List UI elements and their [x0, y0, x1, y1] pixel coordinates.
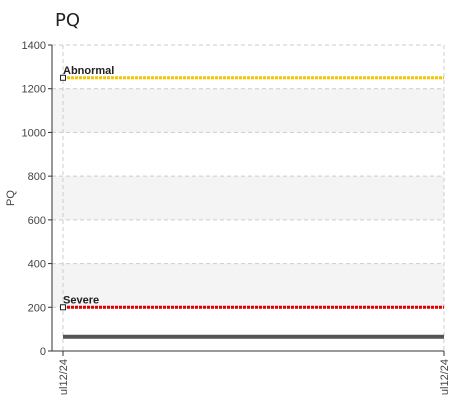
y-axis-title: PQ: [5, 190, 17, 206]
severe-label: Severe: [63, 294, 99, 306]
reference-lines: Abnormal Severe: [60, 65, 444, 311]
y-tick-label-0: 0: [40, 346, 46, 358]
y-tick-labels: 0 200 400 600 800 1000 1200 1400: [22, 40, 46, 358]
severe-marker: [60, 304, 66, 311]
abnormal-label: Abnormal: [63, 65, 114, 77]
abnormal-marker: [60, 74, 66, 81]
band-1: [52, 176, 444, 220]
y-tick-label-200: 200: [28, 302, 46, 314]
y-tick-label-600: 600: [28, 215, 46, 227]
y-tick-label-400: 400: [28, 259, 46, 271]
x-tick-label-0: ul12/24: [58, 359, 70, 395]
y-tick-label-800: 800: [28, 171, 46, 183]
chart-title: PQ: [55, 10, 81, 31]
band-0: [52, 263, 444, 308]
y-tick-label-1200: 1200: [22, 84, 46, 96]
background-bands: [52, 88, 444, 308]
y-tick-label-1000: 1000: [22, 127, 46, 139]
band-2: [52, 88, 444, 133]
axes: [48, 44, 445, 356]
x-tick-label-1: ul12/24: [439, 359, 451, 395]
y-tick-label-1400: 1400: [22, 40, 46, 52]
x-tick-labels: ul12/24 ul12/24: [58, 359, 451, 395]
